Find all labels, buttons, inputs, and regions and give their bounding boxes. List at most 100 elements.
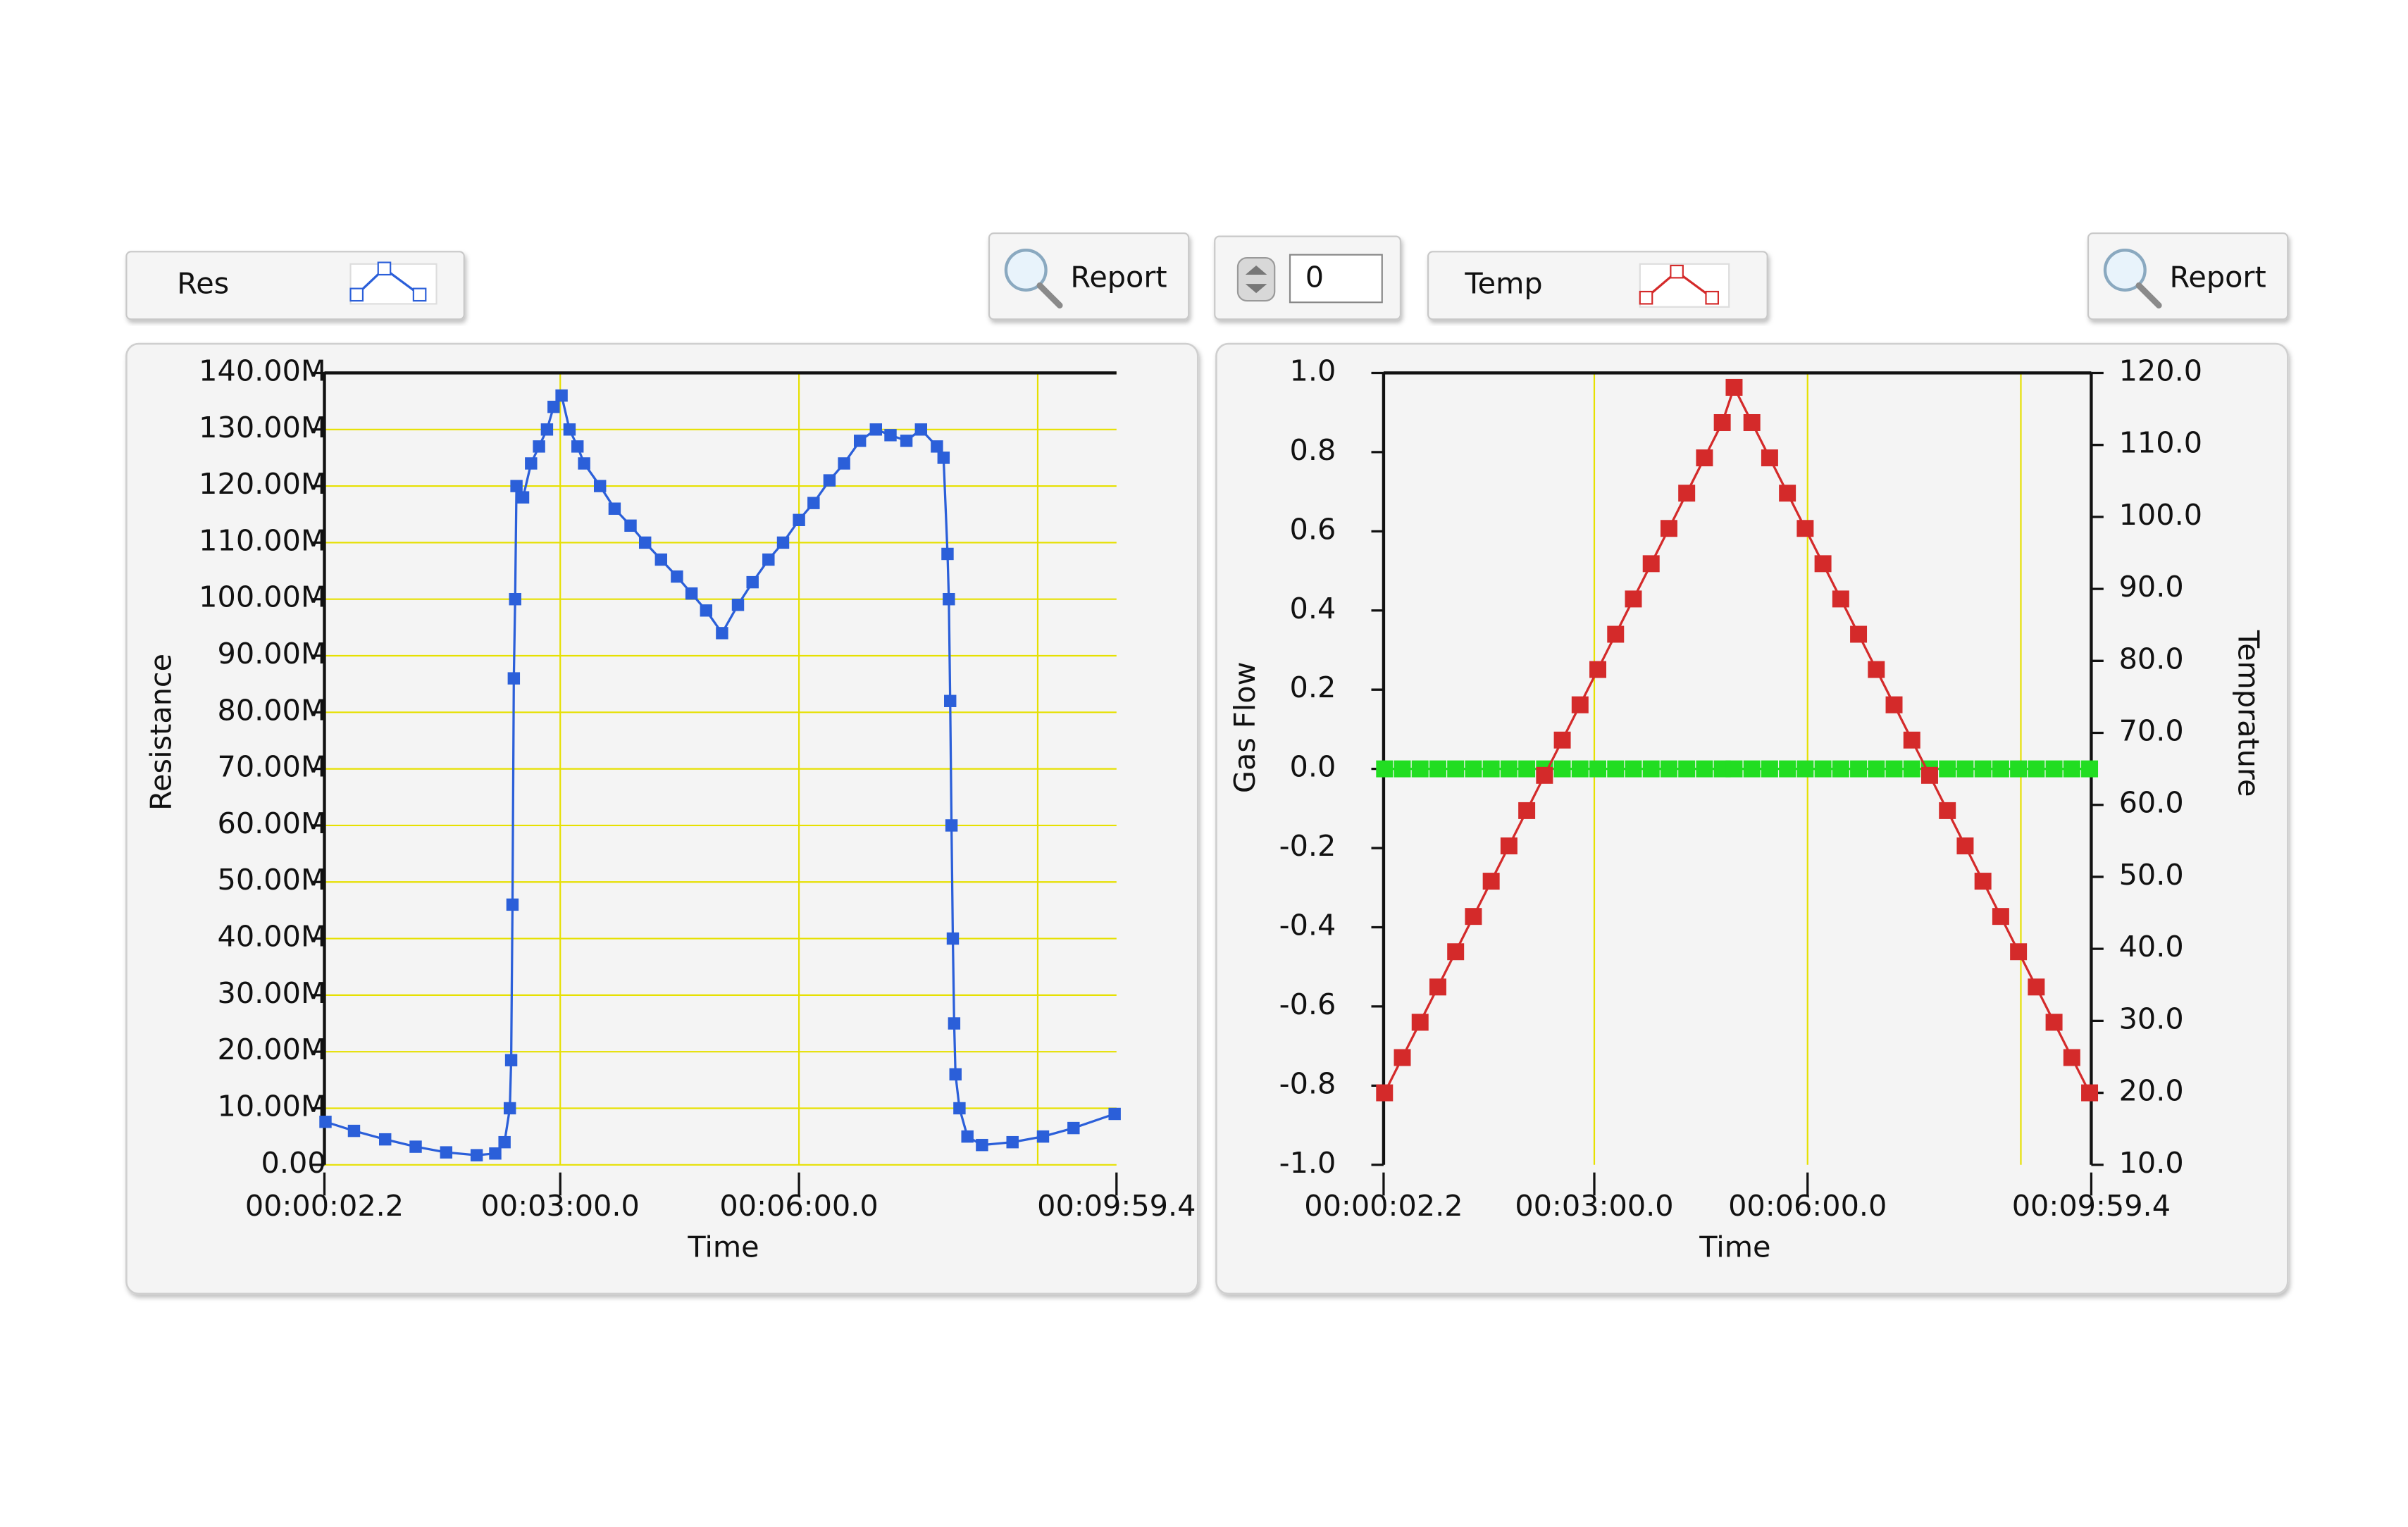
data-point [1992, 760, 2009, 778]
data-point [2028, 760, 2045, 778]
y-axis-label: Gas Flow [1228, 662, 1262, 794]
data-point [379, 1133, 392, 1146]
y2-tick-label: 50.0 [2119, 858, 2184, 892]
y-tick-label: 1.0 [1290, 354, 1336, 387]
data-point [1589, 760, 1607, 778]
data-point [1956, 760, 1974, 778]
charts: 0.00 10.00M 20.00M 30.00M 40.00M 50.00M 60.00M… [144, 354, 2266, 1264]
data-point [1832, 590, 1849, 608]
data-point [1376, 1084, 1394, 1102]
data-point [347, 1124, 361, 1138]
data-point [503, 1102, 516, 1115]
data-point [1660, 760, 1677, 778]
y2-axis-label: Temprature [2231, 630, 2265, 797]
x-tick-label: 00:00:02.2 [1304, 1189, 1463, 1223]
data-point [2063, 1049, 2080, 1066]
data-point [776, 536, 790, 549]
data-point [1868, 760, 1885, 778]
y-tick-label: 0.6 [1290, 512, 1336, 546]
y-tick-label: 110.00M [199, 523, 325, 557]
data-point [563, 423, 576, 436]
data-point [1678, 760, 1696, 778]
data-point [1814, 555, 1832, 573]
spinner-value: 0 [1305, 261, 1324, 294]
data-point [504, 1054, 518, 1066]
y-tick-label: 140.00M [199, 354, 325, 387]
data-point [1761, 449, 1778, 467]
y-tick-label: -0.6 [1279, 987, 1336, 1021]
data-point [1796, 760, 1814, 778]
data-point [1642, 760, 1660, 778]
report-button[interactable]: Report [988, 232, 1190, 320]
y-tick-label: 0.2 [1290, 671, 1336, 704]
y-axis-label: Resistance [144, 654, 178, 811]
y-tick-label: -0.2 [1279, 829, 1336, 863]
data-point [949, 1068, 962, 1081]
data-point [2045, 1014, 2063, 1031]
data-point [823, 474, 836, 487]
data-point [1903, 731, 1920, 749]
spinner[interactable]: 0 [1214, 235, 1401, 320]
y-tick-label: 0.4 [1290, 592, 1336, 625]
x-tick-label: 00:06:00.0 [1728, 1189, 1887, 1223]
data-point [944, 694, 957, 707]
data-point [1779, 485, 1796, 502]
y2-tick-label: 80.0 [2119, 642, 2184, 675]
data-point [1447, 943, 1465, 961]
data-point [1607, 625, 1625, 643]
x-tick-label: 00:00:02.2 [245, 1189, 404, 1223]
data-point [1571, 760, 1589, 778]
data-point [853, 435, 867, 447]
data-point [1500, 837, 1518, 854]
data-point [533, 440, 545, 453]
y2-tick-label: 60.0 [2119, 786, 2184, 820]
y2-tick-label: 30.0 [2119, 1002, 2184, 1035]
data-point [671, 570, 683, 583]
data-point [807, 497, 820, 509]
data-point [943, 592, 955, 606]
data-point [685, 587, 698, 600]
data-point [1814, 760, 1832, 778]
data-point [1796, 520, 1814, 537]
data-point [1743, 760, 1761, 778]
data-point [1394, 1049, 1411, 1066]
y-tick-label: 0.8 [1290, 433, 1336, 467]
data-point [510, 480, 523, 492]
data-point [1974, 760, 1992, 778]
data-point [593, 480, 607, 492]
data-point [1868, 661, 1885, 678]
data-point [762, 553, 775, 566]
chart-panel [1215, 342, 2289, 1295]
data-point [470, 1149, 483, 1161]
data-point [746, 575, 759, 589]
data-point [1713, 414, 1731, 431]
data-point [506, 898, 519, 911]
data-point [1625, 590, 1642, 608]
data-point [1067, 1121, 1080, 1135]
y-tick-label: 70.00M [218, 750, 326, 784]
data-point [540, 423, 554, 436]
data-point [440, 1146, 453, 1159]
data-point [2010, 760, 2028, 778]
y2-tick-label: 110.0 [2119, 426, 2202, 460]
report-button[interactable]: Report [2087, 232, 2289, 320]
data-point [1696, 449, 1713, 467]
button-label: Report [1070, 261, 1167, 294]
data-point [1411, 760, 1429, 778]
y-tick-label: -0.8 [1279, 1066, 1336, 1100]
data-point [489, 1147, 502, 1160]
y2-tick-label: 120.0 [2119, 354, 2202, 387]
y-tick-label: 10.00M [218, 1089, 326, 1123]
data-point [1447, 760, 1465, 778]
data-point [1696, 760, 1713, 778]
y2-tick-label: 20.0 [2119, 1074, 2184, 1108]
data-point [1376, 760, 1394, 778]
data-point [571, 440, 584, 453]
data-point [945, 819, 958, 832]
data-point [1518, 802, 1536, 819]
data-point [1482, 873, 1500, 890]
data-point [578, 457, 590, 470]
res-button[interactable]: Res [125, 251, 465, 320]
data-point [731, 599, 745, 611]
temp-button[interactable]: Temp [1427, 251, 1768, 320]
